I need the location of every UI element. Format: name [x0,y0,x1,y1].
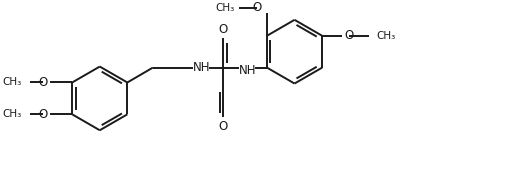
Text: O: O [253,1,262,14]
Text: NH: NH [239,64,257,77]
Text: O: O [345,29,354,42]
Text: CH₃: CH₃ [3,78,22,88]
Text: CH₃: CH₃ [3,109,22,119]
Text: CH₃: CH₃ [216,3,235,13]
Text: O: O [38,108,47,121]
Text: O: O [38,76,47,89]
Text: NH: NH [193,61,210,74]
Text: CH₃: CH₃ [377,31,396,41]
Text: O: O [219,23,228,36]
Text: O: O [219,119,228,132]
